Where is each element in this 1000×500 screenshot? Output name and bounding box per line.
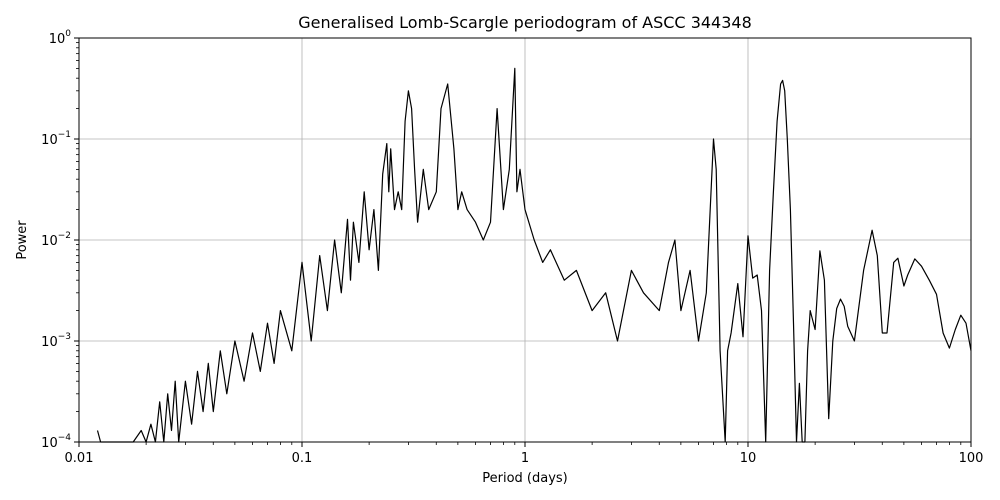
x-tick-label: 1	[521, 451, 529, 466]
x-axis-label: Period (days)	[482, 471, 568, 486]
y-tick-label: 10−1	[41, 130, 71, 148]
chart-title: Generalised Lomb-Scargle periodogram of …	[298, 13, 752, 32]
y-tick-label: 10−3	[41, 332, 71, 350]
y-tick-base: 10	[41, 234, 58, 249]
y-axis-label: Power	[15, 220, 30, 260]
y-tick-exponent: −1	[58, 130, 71, 140]
y-tick-base: 10	[41, 436, 58, 451]
x-axis-ticks: 0.01 0.1 1 10 100	[65, 442, 984, 466]
y-tick-exponent: 0	[65, 29, 71, 39]
x-tick-label: 0.1	[292, 451, 313, 466]
y-tick-base: 10	[41, 133, 58, 148]
periodogram-line-0	[96, 67, 972, 443]
y-tick-label: 10−2	[41, 231, 71, 249]
y-tick-base: 10	[41, 335, 58, 350]
y-tick-exponent: −2	[58, 231, 71, 241]
series-layer	[96, 67, 972, 443]
y-tick-label: 100	[49, 29, 72, 47]
y-tick-exponent: −3	[58, 332, 71, 342]
y-tick-exponent: −4	[58, 433, 72, 443]
x-tick-label: 100	[959, 451, 984, 466]
y-tick-label: 10−4	[41, 433, 71, 451]
y-tick-base: 10	[49, 32, 66, 47]
x-tick-label: 10	[740, 451, 757, 466]
x-tick-label: 0.01	[65, 451, 94, 466]
